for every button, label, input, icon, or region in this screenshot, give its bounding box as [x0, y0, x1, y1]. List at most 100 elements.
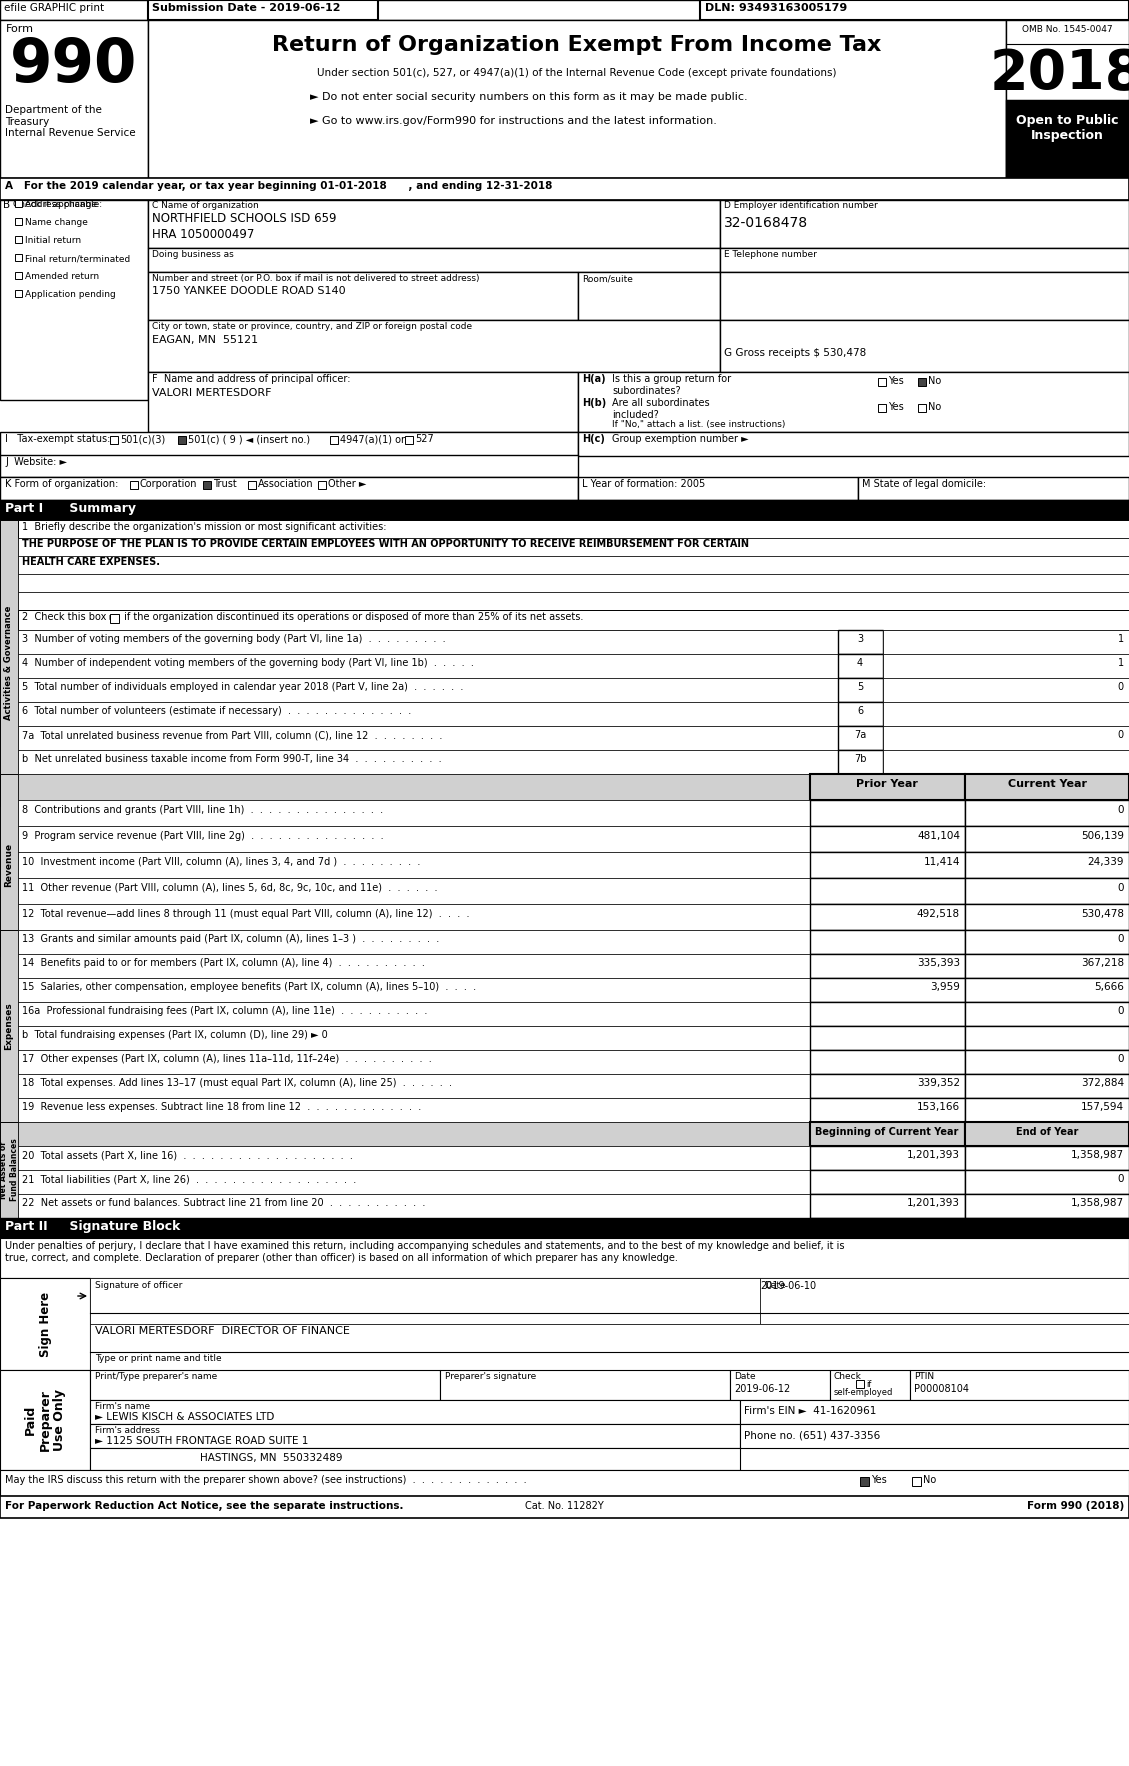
Text: Firm's address: Firm's address: [95, 1425, 160, 1436]
Text: 1,358,987: 1,358,987: [1071, 1150, 1124, 1160]
Bar: [18, 826, 809, 851]
Text: P00008104: P00008104: [914, 1385, 969, 1393]
Bar: [0, 1238, 1129, 1279]
Bar: [0, 500, 1129, 519]
Bar: [809, 978, 965, 1001]
Text: 1: 1: [1118, 659, 1124, 668]
Text: Return of Organization Exempt From Income Tax: Return of Organization Exempt From Incom…: [272, 35, 882, 55]
Bar: [965, 1146, 1129, 1171]
Text: No: No: [928, 403, 942, 411]
Text: HEALTH CARE EXPENSES.: HEALTH CARE EXPENSES.: [21, 556, 160, 567]
Bar: [18, 574, 1129, 592]
Bar: [330, 436, 338, 443]
Text: b  Net unrelated business taxable income from Form 990-T, line 34  .  .  .  .  .: b Net unrelated business taxable income …: [21, 754, 441, 765]
Bar: [148, 200, 720, 247]
Bar: [739, 1400, 1129, 1423]
Bar: [809, 826, 965, 851]
Text: Date: Date: [734, 1372, 755, 1381]
Bar: [965, 826, 1129, 851]
Text: 339,352: 339,352: [917, 1077, 960, 1088]
Bar: [18, 653, 838, 678]
Bar: [18, 904, 809, 931]
Bar: [15, 272, 21, 279]
Text: Paid
Preparer
Use Only: Paid Preparer Use Only: [24, 1390, 67, 1452]
Text: 14  Benefits paid to or for members (Part IX, column (A), line 4)  .  .  .  .  .: 14 Benefits paid to or for members (Part…: [21, 957, 425, 968]
Text: C Name of organization: C Name of organization: [152, 201, 259, 210]
Bar: [910, 1370, 1129, 1400]
Bar: [18, 539, 1129, 556]
Text: Type or print name and title: Type or print name and title: [95, 1355, 221, 1363]
Text: D Employer identification number: D Employer identification number: [724, 201, 877, 210]
Bar: [578, 373, 1129, 433]
Text: self-employed: self-employed: [834, 1388, 893, 1397]
Bar: [90, 1448, 739, 1469]
Bar: [18, 592, 1129, 609]
Text: Doing business as: Doing business as: [152, 251, 234, 260]
Bar: [0, 1279, 90, 1370]
Text: ► LEWIS KISCH & ASSOCIATES LTD: ► LEWIS KISCH & ASSOCIATES LTD: [95, 1413, 274, 1422]
Bar: [856, 1379, 864, 1388]
Bar: [0, 433, 578, 456]
Bar: [18, 1001, 809, 1026]
Bar: [148, 19, 1006, 178]
Text: 0: 0: [1118, 682, 1124, 692]
Bar: [809, 1074, 965, 1098]
Bar: [809, 1001, 965, 1026]
Text: J  Website: ►: J Website: ►: [5, 457, 67, 466]
Bar: [878, 378, 886, 387]
Text: 3: 3: [857, 634, 863, 645]
Text: Beginning of Current Year: Beginning of Current Year: [815, 1127, 959, 1137]
Text: May the IRS discuss this return with the preparer shown above? (see instructions: May the IRS discuss this return with the…: [5, 1475, 526, 1485]
Bar: [18, 726, 838, 751]
Bar: [965, 1001, 1129, 1026]
Bar: [965, 1194, 1129, 1219]
Bar: [918, 404, 926, 411]
Text: 7b: 7b: [854, 754, 866, 765]
Bar: [965, 1051, 1129, 1074]
Text: H(a): H(a): [583, 374, 605, 383]
Bar: [809, 904, 965, 931]
Bar: [838, 630, 883, 653]
Text: Other ►: Other ►: [329, 479, 367, 489]
Text: ► Do not enter social security numbers on this form as it may be made public.: ► Do not enter social security numbers o…: [310, 92, 747, 102]
Text: 32-0168478: 32-0168478: [724, 215, 808, 230]
Bar: [148, 272, 578, 320]
Bar: [809, 954, 965, 978]
Bar: [965, 774, 1129, 800]
Text: Corporation: Corporation: [140, 479, 198, 489]
Text: 530,478: 530,478: [1080, 909, 1124, 918]
Text: Net Assets or
Fund Balances: Net Assets or Fund Balances: [0, 1139, 19, 1201]
Text: Address change: Address change: [25, 200, 97, 208]
Text: Number and street (or P.O. box if mail is not delivered to street address): Number and street (or P.O. box if mail i…: [152, 274, 480, 283]
Text: VALORI MERTESDORF  DIRECTOR OF FINANCE: VALORI MERTESDORF DIRECTOR OF FINANCE: [95, 1326, 350, 1337]
Text: Application pending: Application pending: [25, 290, 116, 298]
Text: if: if: [866, 1379, 872, 1390]
Bar: [90, 1400, 739, 1423]
Text: Print/Type preparer's name: Print/Type preparer's name: [95, 1372, 217, 1381]
Text: Under penalties of perjury, I declare that I have examined this return, includin: Under penalties of perjury, I declare th…: [5, 1241, 844, 1263]
Bar: [0, 1496, 1129, 1519]
Bar: [809, 1098, 965, 1121]
Bar: [720, 247, 1129, 272]
Text: Cat. No. 11282Y: Cat. No. 11282Y: [525, 1501, 603, 1512]
Text: 18  Total expenses. Add lines 13–17 (must equal Part IX, column (A), line 25)  .: 18 Total expenses. Add lines 13–17 (must…: [21, 1077, 452, 1088]
Bar: [809, 1121, 965, 1146]
Text: included?: included?: [612, 410, 658, 420]
Bar: [90, 1370, 440, 1400]
Text: 335,393: 335,393: [917, 957, 960, 968]
Text: Amended return: Amended return: [25, 272, 99, 281]
Text: Part II     Signature Block: Part II Signature Block: [5, 1220, 181, 1233]
Bar: [883, 726, 1129, 751]
Text: 17  Other expenses (Part IX, column (A), lines 11a–11d, 11f–24e)  .  .  .  .  . : 17 Other expenses (Part IX, column (A), …: [21, 1054, 431, 1063]
Bar: [18, 556, 1129, 574]
Text: if the organization discontinued its operations or disposed of more than 25% of : if the organization discontinued its ope…: [121, 613, 584, 622]
Text: subordinates?: subordinates?: [612, 387, 681, 396]
Text: 5,666: 5,666: [1094, 982, 1124, 992]
Text: G Gross receipts $ 530,478: G Gross receipts $ 530,478: [724, 348, 866, 358]
Text: Activities & Governance: Activities & Governance: [5, 606, 14, 721]
Text: 0: 0: [1118, 1007, 1124, 1015]
Bar: [578, 272, 720, 320]
Text: b  Total fundraising expenses (Part IX, column (D), line 29) ► 0: b Total fundraising expenses (Part IX, c…: [21, 1030, 327, 1040]
Bar: [578, 477, 858, 500]
Text: 506,139: 506,139: [1080, 832, 1124, 841]
